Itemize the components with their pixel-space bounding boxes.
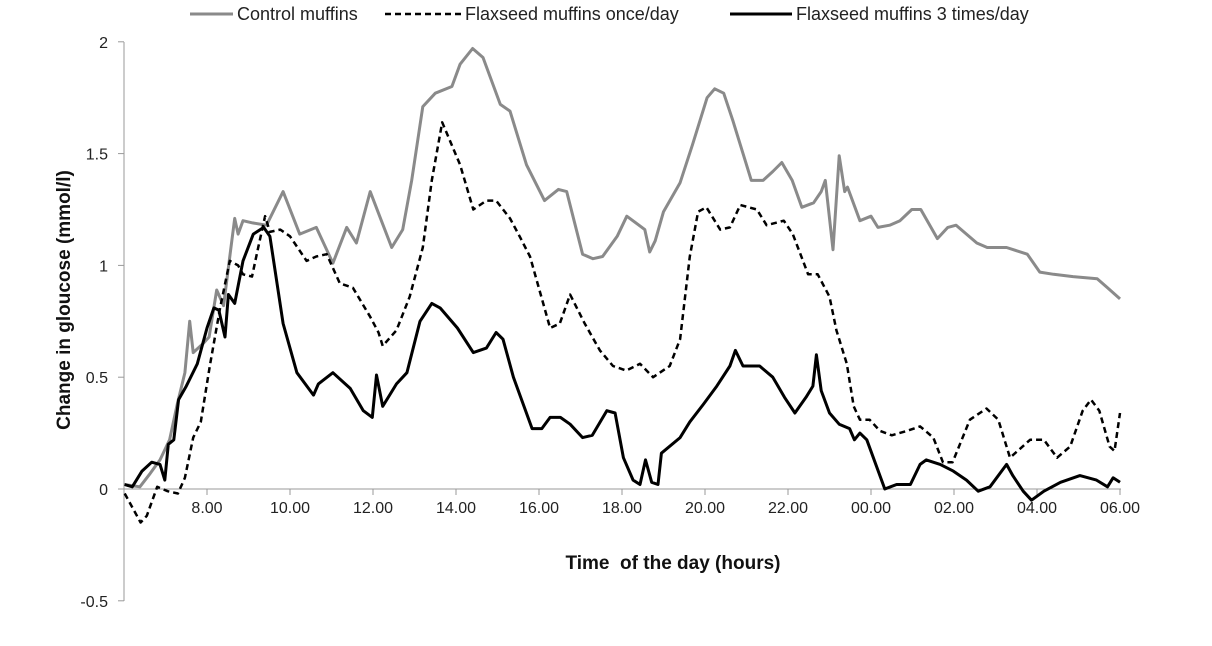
y-tick-label: 0 bbox=[99, 482, 108, 499]
x-tick-label: 00.00 bbox=[851, 500, 891, 517]
x-tick-label: 16.00 bbox=[519, 500, 559, 517]
x-ticks: 8.00 10.00 12.00 14.00 16.00 18.00 20.00 22.00 0… bbox=[191, 489, 1140, 517]
legend-label-once: Flaxseed muffins once/day bbox=[465, 4, 679, 24]
y-tick-label: -0.5 bbox=[80, 594, 108, 611]
y-ticks: 2 1.5 1 0.5 0 -0.5 bbox=[80, 35, 124, 611]
y-tick-label: 2 bbox=[99, 35, 108, 52]
series-lines bbox=[123, 47, 1122, 524]
y-axis-title: Change in gloucose (mmol/l) bbox=[54, 170, 75, 430]
y-tick-label: 0.5 bbox=[86, 370, 108, 387]
x-tick-label: 14.00 bbox=[436, 500, 476, 517]
legend-label-control: Control muffins bbox=[237, 4, 358, 24]
x-tick-label: 04.00 bbox=[1017, 500, 1057, 517]
x-tick-label: 02.00 bbox=[934, 500, 974, 517]
x-tick-label: 10.00 bbox=[270, 500, 310, 517]
x-tick-label: 18.00 bbox=[602, 500, 642, 517]
x-tick-label: 8.00 bbox=[191, 500, 222, 517]
x-tick-label: 12.00 bbox=[353, 500, 393, 517]
y-tick-label: 1 bbox=[99, 258, 108, 275]
y-tick-label: 1.5 bbox=[86, 147, 108, 164]
x-tick-label: 20.00 bbox=[685, 500, 725, 517]
x-tick-label: 22.00 bbox=[768, 500, 808, 517]
series-control-muffins bbox=[123, 47, 1121, 489]
series-flaxseed-once-daily bbox=[123, 121, 1122, 524]
x-axis-title: Time of the day (hours) bbox=[565, 553, 780, 574]
x-tick-label: 06.00 bbox=[1100, 500, 1140, 517]
series-flaxseed-three-times-daily bbox=[124, 225, 1121, 502]
legend-label-three: Flaxseed muffins 3 times/day bbox=[796, 4, 1029, 24]
legend: Control muffins Flaxseed muffins once/da… bbox=[190, 4, 1029, 24]
